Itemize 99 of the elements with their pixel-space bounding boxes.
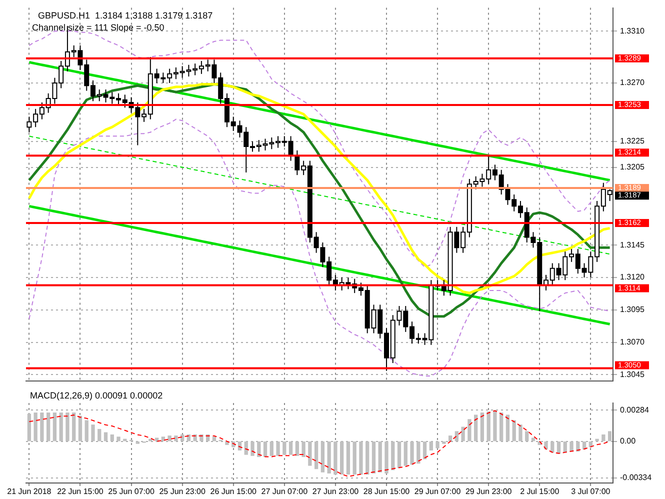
bar xyxy=(454,431,459,442)
bar xyxy=(27,414,32,442)
bar xyxy=(608,431,612,442)
y-tick-label: 1.3145 xyxy=(620,240,646,250)
bar xyxy=(346,442,350,475)
bar xyxy=(250,442,254,456)
bar xyxy=(352,442,356,475)
chart-title: MACD(12,26,9) 0.00091 0.00002 xyxy=(30,390,163,400)
bar xyxy=(282,442,286,455)
y-tick-label: 1.3205 xyxy=(620,162,646,172)
bar xyxy=(34,412,38,442)
y-tick-label: 1.3225 xyxy=(620,136,646,146)
bar xyxy=(295,442,299,456)
bar xyxy=(570,442,574,452)
x-tick-label: 27 Jun 23:00 xyxy=(312,487,360,496)
y-tick-label: 1.3270 xyxy=(620,78,646,88)
line-series xyxy=(28,118,610,377)
y-tick-label: 1.3070 xyxy=(620,338,646,347)
y-tick-label: 1.3095 xyxy=(620,305,646,314)
y-tick-label: 0.00 xyxy=(620,436,636,446)
line-series xyxy=(28,136,610,255)
bar xyxy=(46,412,50,442)
bar xyxy=(397,442,402,468)
bar xyxy=(116,436,120,442)
bar xyxy=(378,442,382,472)
bar xyxy=(288,442,293,455)
bar xyxy=(302,442,306,458)
bar xyxy=(66,412,70,442)
bar xyxy=(525,431,529,442)
x-tick-label: 27 Jun 07:00 xyxy=(261,487,308,496)
bar xyxy=(359,442,363,475)
x-tick-label: 26 Jun 15:00 xyxy=(210,487,258,496)
bar xyxy=(480,412,484,442)
y-tick-label: 1.3045 xyxy=(620,370,646,379)
bar xyxy=(404,442,408,466)
bar xyxy=(429,442,433,450)
bar xyxy=(276,442,280,456)
y-tick-label: 1.3120 xyxy=(620,272,646,282)
bar xyxy=(493,410,497,442)
bar xyxy=(340,442,344,475)
bar xyxy=(52,412,57,442)
x-tick-label: 3 Jul 07:00 xyxy=(571,487,611,496)
bar xyxy=(257,442,261,458)
x-tick-label: 22 Jun 15:00 xyxy=(57,487,104,496)
bar xyxy=(270,442,274,456)
bar xyxy=(422,442,427,460)
bar xyxy=(168,436,172,442)
bar xyxy=(78,416,82,442)
bar xyxy=(40,412,44,442)
bar xyxy=(320,442,325,472)
y-tick-label: -0.00334 xyxy=(620,473,652,482)
line-series xyxy=(28,410,610,477)
bar xyxy=(84,420,88,442)
bar xyxy=(327,442,331,474)
bar xyxy=(486,411,490,442)
x-tick-label: 2 Jul 15:00 xyxy=(520,487,560,496)
bar xyxy=(110,434,114,442)
bar xyxy=(448,436,452,442)
bar xyxy=(91,424,95,442)
bar xyxy=(98,428,102,442)
y-tick-label: 1.3310 xyxy=(620,26,646,36)
bar xyxy=(506,414,510,442)
bar xyxy=(595,438,599,442)
bar xyxy=(366,442,370,475)
bar xyxy=(263,442,268,458)
bar xyxy=(474,414,478,442)
x-tick-label: 25 Jun 23:00 xyxy=(159,487,206,496)
chart-title: GBPUSD.H1 1.3184 1.3188 1.3179 1.3187 xyxy=(38,10,213,20)
bar xyxy=(436,442,440,448)
bar xyxy=(461,426,465,442)
bar xyxy=(512,420,516,442)
y-tick-label: 0.00284 xyxy=(620,405,650,414)
x-tick-label: 21 Jun 2018 xyxy=(7,487,52,496)
x-tick-label: 28 Jun 15:00 xyxy=(363,487,410,496)
bar xyxy=(410,442,414,465)
bar xyxy=(314,442,318,470)
bar xyxy=(308,442,312,466)
bar xyxy=(59,412,63,442)
x-tick-label: 29 Jun 07:00 xyxy=(414,487,462,496)
bar xyxy=(334,442,338,475)
bar xyxy=(244,442,248,455)
bar xyxy=(174,436,178,442)
bar xyxy=(500,412,504,442)
bar xyxy=(531,438,536,442)
bar xyxy=(468,419,472,442)
bar xyxy=(518,424,522,442)
bar xyxy=(72,412,76,442)
line-series xyxy=(28,30,610,268)
bar xyxy=(391,442,395,470)
x-tick-label: 29 Jun 23:00 xyxy=(465,487,512,496)
bar xyxy=(154,438,159,442)
bar xyxy=(104,432,108,442)
bar xyxy=(212,436,216,442)
x-tick-label: 25 Jun 07:00 xyxy=(108,487,155,496)
text: Channel size = 111 Slope = -0.50 xyxy=(32,22,164,32)
bar xyxy=(384,442,388,474)
bar xyxy=(602,434,606,442)
bar xyxy=(372,442,376,474)
bar xyxy=(416,442,420,464)
